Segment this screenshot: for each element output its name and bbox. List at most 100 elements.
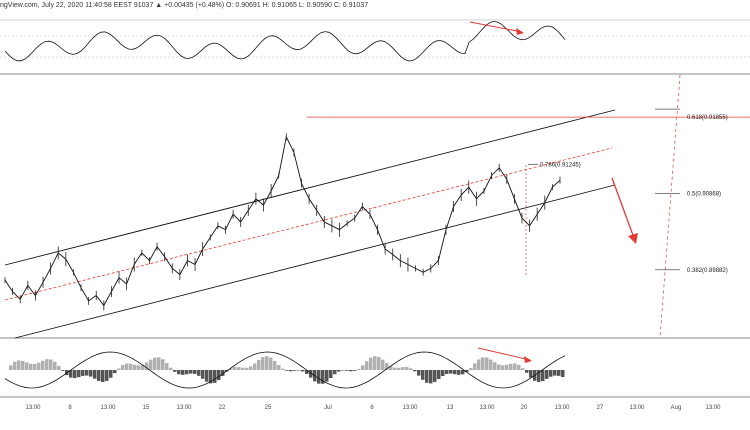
histogram-bar [25,362,29,370]
histogram-bar [165,363,169,370]
histogram-bar [221,370,225,376]
histogram-bar [89,370,93,377]
histogram-bar [85,370,89,376]
histogram-bar [341,370,345,371]
histogram-bar [301,370,305,372]
histogram-bar [509,363,513,370]
histogram-bar [41,360,45,370]
histogram-bar [473,363,477,370]
histogram-bar [365,361,369,370]
x-tick-label: 13:00 [402,405,418,411]
histogram-bar [229,368,233,370]
divergence-arrowhead [516,28,524,35]
x-tick-label: 13:00 [554,405,570,411]
x-tick-label: 6 [370,405,374,411]
histogram-bar [461,370,465,375]
histogram-bar [529,370,533,378]
histogram-bar [129,363,133,370]
histogram-bar [425,370,429,383]
histogram-bar [325,370,329,382]
histogram-bar [17,360,21,370]
histogram-bar [349,370,353,372]
channel-midline [4,147,613,301]
header-quote: 91037 ▲ +0.00435 (+0.48%) O: 0.90691 H: … [133,2,369,9]
histogram-bar [257,359,261,370]
histogram-bar [133,364,137,370]
histogram-bar [209,370,213,384]
histogram-bar [149,359,153,370]
histogram-bar [293,370,297,371]
histogram-bar [141,364,145,370]
histogram-bar [45,359,49,370]
histogram-bar [33,363,37,370]
forecast-arrow [611,177,635,239]
histogram-bar [249,366,253,370]
histogram-bar [317,370,321,384]
histogram-bar [161,359,165,370]
x-tick-label: 13:00 [705,405,721,411]
histogram-bar [189,370,193,374]
histogram-bar [245,367,249,370]
x-tick-label: Jul [324,405,332,411]
histogram-bar [389,366,393,370]
fib-level-label: 0.5(0.90868) [687,192,721,198]
histogram-bar [9,365,13,370]
histogram-bar [497,364,501,370]
histogram-bar [433,370,437,382]
histogram-bar [173,370,177,372]
channel-upper-line [4,109,616,266]
histogram-bar [337,370,341,372]
histogram-bar [421,370,425,380]
x-tick-label: 22 [219,405,226,411]
histogram-bar [181,370,185,375]
histogram-bar [201,370,205,379]
histogram-bar [81,370,85,376]
histogram-bar [501,365,505,370]
x-tick-label: 13:00 [479,405,495,411]
histogram-bar [73,370,77,379]
histogram-bar [401,367,405,370]
histogram-bar [361,365,365,370]
histogram-bar [545,370,549,379]
x-tick-label: 15 [143,405,150,411]
price-line [4,135,561,307]
histogram-bar [53,361,57,370]
histogram-bar [233,367,237,370]
histogram-bar [489,359,493,370]
histogram-bar [277,365,281,370]
histogram-bar [305,370,309,374]
histogram-bar [537,370,541,382]
histogram-bar [253,363,257,370]
histogram-bar [429,370,433,384]
histogram-bar [381,359,385,370]
histogram-bar [409,368,413,370]
histogram-bar [261,357,265,370]
x-tick-label: 20 [521,405,528,411]
histogram-bar [289,370,293,372]
histogram-bar [13,361,17,370]
histogram-bar [217,370,221,381]
vertical-marker [659,74,681,339]
histogram-bar [353,370,357,371]
histogram-bar [109,370,113,378]
histogram-bar [445,370,449,375]
bottom-oscillator-line [4,351,566,389]
histogram-bar [213,370,217,383]
channel-lower-line [14,184,616,339]
histogram-bar [541,370,545,382]
histogram-bar [477,359,481,370]
histogram-bar [273,360,277,370]
histogram-bar [65,370,69,376]
histogram-bar [121,365,125,370]
histogram-bar [525,370,529,373]
histogram-bar [69,370,73,378]
histogram-bar [105,370,109,381]
histogram-bar [185,370,189,375]
histogram-bar [177,370,181,375]
histogram-bar [377,356,381,370]
histogram-bar [21,360,25,370]
histogram-bar [269,357,273,370]
header-source: ngView.com, July 22, 2020 11:40:58 EEST [0,2,132,9]
x-tick-label: 13:00 [176,405,192,411]
